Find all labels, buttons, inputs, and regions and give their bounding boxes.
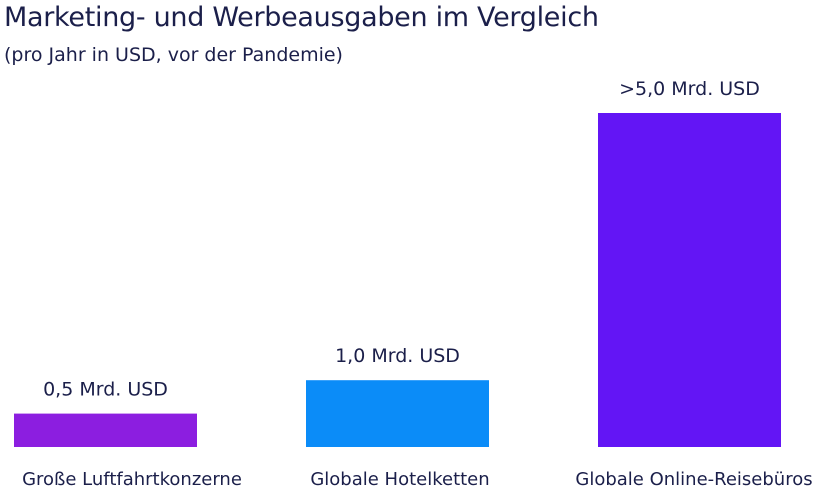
bar-value-label-1: 0,5 Mrd. USD xyxy=(43,379,168,401)
category-label-2: Globale Hotelketten xyxy=(310,469,489,490)
bar-2 xyxy=(306,380,489,447)
bar-value-label-2: 1,0 Mrd. USD xyxy=(335,345,460,367)
chart-subtitle: (pro Jahr in USD, vor der Pandemie) xyxy=(4,44,343,66)
category-label-3: Globale Online-Reisebüros xyxy=(575,469,812,490)
bar-1 xyxy=(14,413,197,447)
category-label-1: Große Luftfahrtkonzerne xyxy=(22,469,242,490)
chart-title: Marketing- und Werbeausgaben im Vergleic… xyxy=(4,2,599,33)
bar-3 xyxy=(598,113,781,447)
bar-value-label-3: >5,0 Mrd. USD xyxy=(619,78,760,100)
